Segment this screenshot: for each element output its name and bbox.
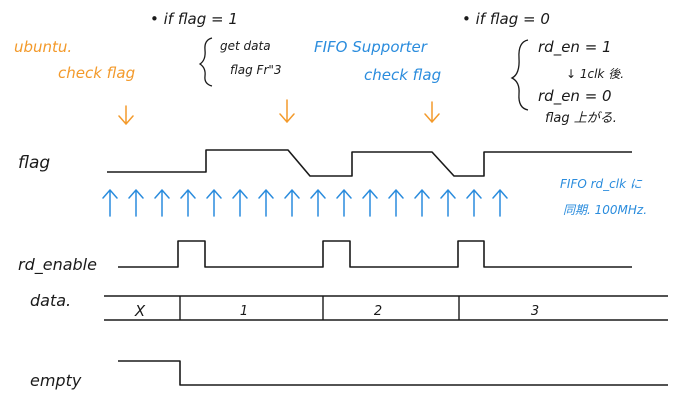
- flag-waveform: [107, 149, 632, 177]
- orange-arrow-down-icon: [424, 101, 440, 124]
- right-brace-icon: [510, 39, 529, 111]
- if-flag-0-condition: • if flag = 0: [462, 10, 550, 28]
- data-value-1: 1: [240, 304, 248, 319]
- data-value-3: 3: [531, 304, 539, 319]
- clock-up-arrow-icon: [362, 188, 378, 217]
- fifo-rd-clk-note: FIFO rd_clk に: [560, 177, 643, 191]
- clock-up-arrow-icon: [180, 188, 196, 217]
- clock-up-arrow-icon: [440, 188, 456, 217]
- rd-en-1-note: rd_en = 1: [538, 38, 612, 57]
- clock-edge-arrows: [102, 188, 508, 217]
- clock-up-arrow-icon: [206, 188, 222, 217]
- get-data-note: get data: [220, 39, 271, 53]
- rd-enable-waveform: [118, 240, 632, 268]
- rd-enable-signal-label: rd_enable: [18, 255, 97, 275]
- data-bus-lines: [104, 295, 668, 321]
- data-bus-dividers: [179, 296, 460, 320]
- flag-lower-note: flag Fr"3: [230, 63, 282, 77]
- left-brace-icon: [198, 37, 213, 87]
- clock-up-arrow-icon: [492, 188, 508, 217]
- clock-up-arrow-icon: [466, 188, 482, 217]
- check-flag-orange-label: check flag: [58, 64, 135, 82]
- data-value-2: 2: [374, 304, 382, 319]
- clock-up-arrow-icon: [128, 188, 144, 217]
- empty-signal-label: empty: [30, 371, 82, 390]
- clock-up-arrow-icon: [388, 188, 404, 217]
- data-signal-label: data.: [30, 291, 71, 310]
- clock-up-arrow-icon: [336, 188, 352, 217]
- fifo-supporter-label: FIFO Supporter: [314, 38, 428, 56]
- rd-en-0-note: rd_en = 0: [538, 87, 612, 106]
- clock-up-arrow-icon: [232, 188, 248, 217]
- clock-up-arrow-icon: [154, 188, 170, 217]
- if-flag-1-condition: • if flag = 1: [150, 10, 238, 28]
- one-clk-later-note: ↓ 1clk 後.: [566, 67, 624, 81]
- flag-rises-note: flag 上がる.: [545, 111, 617, 126]
- clock-up-arrow-icon: [310, 188, 326, 217]
- orange-arrow-down-icon: [279, 99, 295, 124]
- data-value-x: X: [134, 302, 146, 320]
- check-flag-blue-label: check flag: [364, 66, 441, 84]
- clock-up-arrow-icon: [414, 188, 430, 217]
- clock-up-arrow-icon: [258, 188, 274, 217]
- empty-waveform: [118, 360, 668, 386]
- flag-signal-label: flag: [18, 153, 50, 173]
- ubuntu-label: ubuntu.: [14, 38, 72, 56]
- orange-arrow-down-icon: [118, 105, 134, 126]
- clock-up-arrow-icon: [284, 188, 300, 217]
- sync-100mhz-note: 同期. 100MHz.: [563, 203, 647, 217]
- clock-up-arrow-icon: [102, 188, 118, 217]
